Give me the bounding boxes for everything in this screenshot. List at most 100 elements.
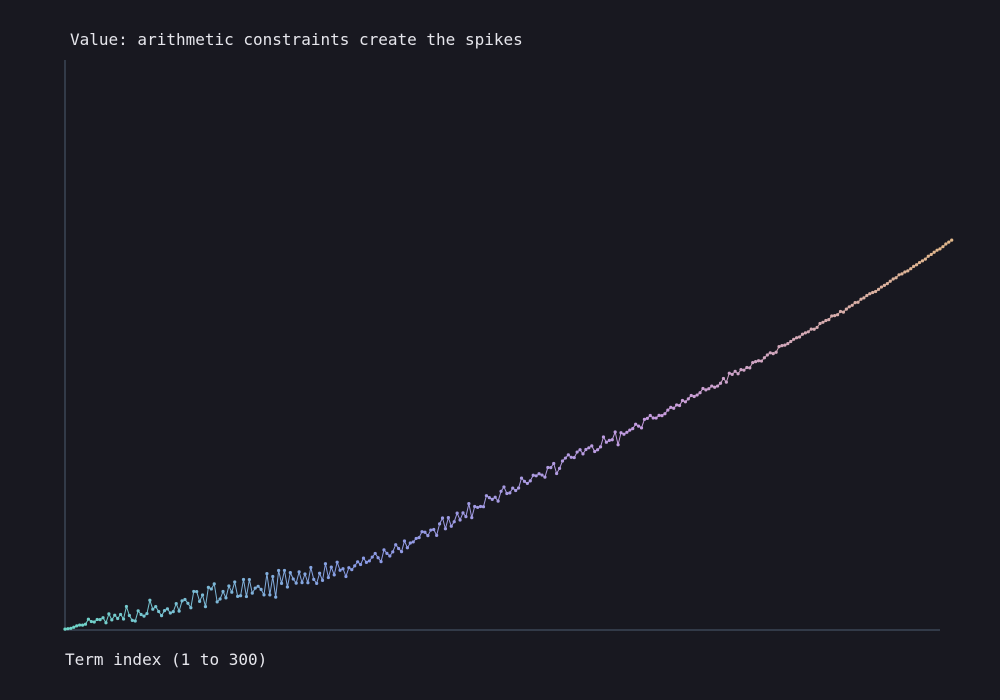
data-point [745,365,749,370]
data-point [139,612,143,617]
data-point [312,577,316,581]
data-point [935,248,939,252]
data-point [174,601,178,606]
data-point [795,336,799,340]
data-point [75,624,79,628]
data-point [502,485,506,489]
data-point [868,292,872,296]
data-point [634,422,638,426]
data-point [552,461,556,466]
data-point [651,416,655,420]
data-point [159,614,164,618]
data-point [906,269,910,273]
data-point [537,472,541,476]
data-point [347,566,351,570]
data-point [241,577,246,582]
data-point [379,560,383,564]
data-point [233,580,237,584]
data-point [692,394,696,399]
data-point [300,581,304,585]
data-point [903,270,907,274]
data-point [490,497,494,501]
data-point [929,252,933,257]
data-point [271,574,275,579]
data-point [786,341,790,346]
data-point [496,499,500,503]
data-point [590,444,594,448]
data-point [847,305,851,309]
data-point [285,585,290,589]
data-point [675,403,679,407]
data-point [288,571,292,575]
data-point [230,590,234,594]
data-point [341,567,345,571]
data-point [493,495,497,499]
data-point [625,430,629,434]
data-point [920,259,925,263]
data-point [306,581,310,585]
data-point [727,371,731,375]
data-point [505,491,509,496]
data-point [209,587,213,591]
data-point [736,372,740,376]
data-point [689,393,693,398]
data-point [423,530,427,534]
data-point [835,313,840,317]
data-point [730,372,734,376]
data-point [101,616,105,620]
data-point [142,614,146,618]
data-point [613,430,617,434]
data-point [78,623,82,627]
data-point [484,494,488,498]
series-line [64,239,952,630]
data-point [894,276,898,280]
data-point [628,428,632,432]
data-point [871,290,875,295]
data-point [92,620,96,624]
data-point [806,330,810,334]
data-point [200,593,205,597]
data-point [938,247,942,251]
data-point [619,431,623,435]
data-point [446,516,450,520]
data-point [610,438,614,442]
data-point [759,359,764,363]
data-point [165,607,170,611]
data-point [912,264,916,268]
data-point [426,534,430,538]
data-point [411,540,415,544]
data-point [677,403,682,408]
data-point [72,625,76,629]
data-point [376,556,380,560]
data-point [259,587,263,591]
data-point [212,582,216,586]
data-point [364,560,369,564]
data-point [297,570,301,574]
data-point [279,581,284,585]
data-point [900,272,904,276]
data-point [569,455,573,459]
data-point [405,546,409,550]
data-point [950,238,954,242]
data-point [265,572,269,576]
data-point [598,445,603,449]
data-point [473,504,477,509]
data-point [514,488,518,493]
data-point [511,486,515,490]
data-point [203,605,208,609]
data-point [914,263,919,267]
data-point [344,574,348,579]
data-point [663,412,667,416]
data-point [897,273,901,277]
data-point [698,391,702,395]
data-point [247,577,251,582]
data-point [382,548,386,552]
data-point [236,594,240,598]
data-point [724,380,728,384]
data-point [303,572,307,576]
data-point [756,359,761,363]
data-point [121,617,126,621]
data-point [89,619,93,624]
data-point [879,285,884,289]
